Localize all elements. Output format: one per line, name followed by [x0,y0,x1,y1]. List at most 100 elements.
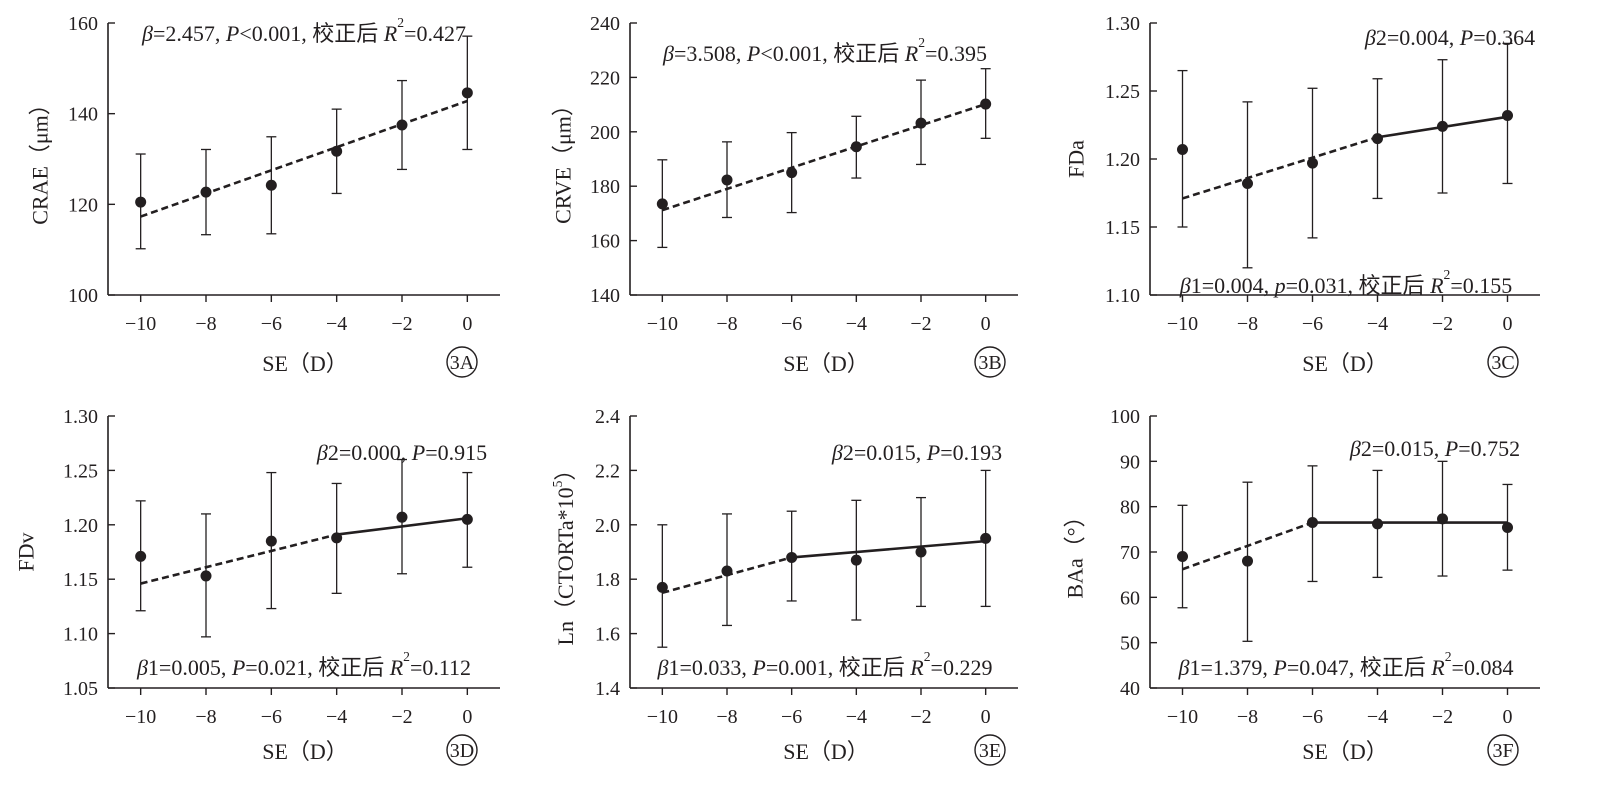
y-tick-label: 1.25 [1105,81,1140,103]
y-tick-label: 1.10 [63,624,98,646]
y-tick-label: 120 [68,194,98,216]
panel-label-badge: 3E [974,734,1006,766]
y-tick-label: 1.30 [1105,13,1140,35]
y-tick-label: 140 [68,104,98,126]
y-tick-label: 1.25 [63,460,98,482]
stat-annotation: β1=0.005, P=0.021, 校正后 R2=0.112 [136,649,471,680]
x-tick-label: −8 [195,313,216,335]
stat-annotation: β=3.508, P<0.001, 校正后 R2=0.395 [662,35,987,66]
y-tick-label: 1.05 [63,678,98,700]
y-tick-label: 1.20 [63,515,98,537]
chart-panel-3a: 100 120 140 160 −10 −8 −6 −4 −2 0 β=2.457, P<0.001… [28,13,500,378]
x-tick-label: −10 [1167,313,1198,335]
stat-annotation: β2=0.000, P=0.915 [316,440,487,465]
y-tick-label: 70 [1120,542,1140,564]
x-tick-label: 0 [462,706,472,728]
y-tick-label: 50 [1120,633,1140,655]
x-axis-title: SE（D） [783,739,869,764]
x-axis-title: SE（D） [1302,739,1388,764]
chart-panel-3f: 40 50 60 70 80 90 100 −10 −8 −6 −4 −2 0 β2=0.015, P=0… [1063,406,1540,766]
data-point [915,546,927,558]
chart-panel-3c: 1.10 1.15 1.20 1.25 1.30 −10 −8 −6 −4 −2 0 β2=0.004… [1064,13,1540,378]
x-tick-label: −4 [326,706,347,728]
y-tick-label: 1.15 [63,569,98,591]
x-tick-label: −2 [391,313,412,335]
y-tick-label: 160 [590,231,620,253]
chart-panel-3d: 1.05 1.10 1.15 1.20 1.25 1.30 −10 −8 −6 −4 −2 0 β2=0… [14,406,500,766]
data-point [265,535,277,547]
y-tick-label: 140 [590,285,620,307]
x-tick-label: −4 [326,313,347,335]
data-point [1242,555,1253,567]
y-axis-title: Ln（CTORTa*105） [550,459,578,646]
x-tick-label: −2 [910,313,931,335]
data-point [1307,517,1318,529]
y-tick-label: 1.20 [1105,149,1140,171]
y-tick-label: 180 [590,176,620,198]
x-tick-label: −8 [716,313,737,335]
data-point [721,174,733,186]
data-point [1242,177,1253,189]
y-tick-label: 1.8 [595,569,620,591]
y-tick-label: 160 [68,13,98,35]
chart-panel-3b: 140 160 180 200 220 240 −10 −8 −6 −4 −2 0 β=3.508, P… [551,13,1018,378]
data-point [135,550,147,562]
x-tick-label: 0 [1503,706,1513,728]
chart-panel-3e: 1.4 1.6 1.8 2.0 2.2 2.4 −10 −8 −6 −4 −2 0 β2=0.015, … [550,406,1018,766]
data-point [850,141,862,153]
data-point [396,119,408,131]
y-tick-label: 1.4 [595,678,620,700]
y-tick-label: 1.10 [1105,285,1140,307]
data-point [200,570,212,582]
x-tick-label: 0 [462,313,472,335]
x-axis-title: SE（D） [262,351,348,376]
data-point [786,551,798,563]
dashed-fit-line [140,533,337,585]
panel-label-badge: 3D [446,734,478,766]
panel-label: 3B [978,352,1001,374]
y-tick-label: 100 [1110,406,1140,428]
y-tick-label: 90 [1120,451,1140,473]
stat-annotation: β=2.457, P<0.001, 校正后 R2=0.427 [141,15,466,46]
stat-annotation: β1=0.033, P=0.001, 校正后 R2=0.229 [657,649,993,680]
x-tick-label: 0 [981,706,991,728]
y-axis-title: FDa [1064,140,1089,178]
x-tick-label: −6 [261,313,282,335]
x-tick-label: −2 [1432,313,1453,335]
y-tick-label: 40 [1120,678,1140,700]
data-point [980,98,992,110]
data-point [200,186,212,198]
stat-annotation: β2=0.015, P=0.193 [831,440,1002,465]
x-tick-label: −8 [195,706,216,728]
data-point [461,87,473,99]
data-point [331,145,343,157]
data-point [915,117,927,129]
panel-label-badge: 3F [1487,734,1519,766]
x-tick-label: −4 [1367,313,1388,335]
y-axis-title: FDv [14,532,39,571]
stat-annotation: β2=0.004, P=0.364 [1364,25,1535,50]
data-point [980,532,992,544]
data-point [656,198,668,210]
y-tick-label: 60 [1120,587,1140,609]
y-tick-label: 2.2 [595,460,620,482]
y-tick-label: 220 [590,67,620,89]
x-tick-label: −8 [716,706,737,728]
dashed-fit-line [661,102,987,212]
y-tick-label: 80 [1120,497,1140,519]
data-point [656,581,668,593]
x-tick-label: 0 [981,313,991,335]
data-point [396,511,408,523]
panel-label-badge: 3B [974,346,1006,378]
data-point [331,532,343,544]
y-axis-title: CRAE（μm） [28,93,53,225]
stat-annotation: β1=1.379, P=0.047, 校正后 R2=0.084 [1178,649,1514,680]
x-tick-label: −8 [1237,706,1258,728]
y-axis-title: BAa（°） [1063,505,1088,598]
x-axis-title: SE（D） [1302,351,1388,376]
dashed-fit-line [1182,135,1378,200]
x-tick-label: −6 [1302,706,1323,728]
x-tick-label: 0 [1503,313,1513,335]
data-point [721,565,733,577]
